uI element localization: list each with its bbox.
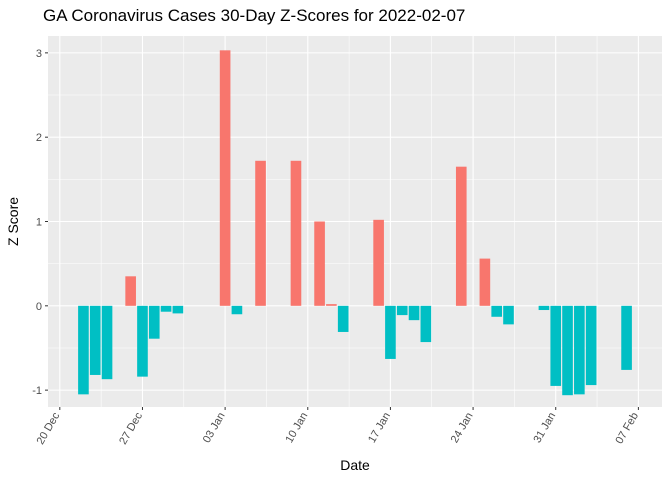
- bar: [550, 305, 562, 386]
- y-axis-title: Z Score: [5, 197, 21, 246]
- bar: [137, 305, 148, 377]
- bar: [78, 305, 89, 395]
- bar: [231, 305, 243, 315]
- bars: [78, 50, 632, 396]
- bar: [89, 305, 101, 375]
- bar: [562, 305, 573, 396]
- y-tick-label: 1: [36, 217, 42, 229]
- x-tick-label: 20 Dec: [35, 410, 63, 447]
- x-axis-title: Date: [340, 457, 370, 473]
- y-tick-label: 3: [36, 48, 42, 60]
- bar: [503, 305, 514, 325]
- bar: [420, 305, 432, 343]
- y-tick-label: 2: [36, 132, 42, 144]
- bar: [172, 305, 184, 314]
- bar: [290, 160, 302, 306]
- bar: [491, 305, 503, 317]
- bar: [148, 305, 160, 339]
- bar: [574, 305, 585, 395]
- bar: [396, 305, 408, 316]
- x-tick-label: 07 Feb: [613, 411, 641, 447]
- x-tick-label: 10 Jan: [283, 411, 310, 446]
- chart-title: GA Coronavirus Cases 30-Day Z-Scores for…: [43, 6, 466, 25]
- bar: [219, 50, 231, 306]
- bar: [385, 305, 396, 359]
- x-tick-label: 24 Jan: [449, 411, 476, 446]
- bar: [314, 221, 325, 306]
- bar: [337, 305, 349, 332]
- x-tick-label: 03 Jan: [201, 411, 228, 446]
- bar: [160, 305, 172, 312]
- bar: [125, 276, 136, 306]
- x-tick-label: 17 Jan: [366, 411, 393, 446]
- x-tick-label: 31 Jan: [531, 411, 558, 446]
- bar: [255, 160, 266, 306]
- bar: [408, 305, 420, 321]
- bar: [373, 219, 384, 306]
- bar: [479, 258, 491, 306]
- x-tick-label: 27 Dec: [117, 410, 145, 447]
- bar: [621, 305, 632, 370]
- bar: [585, 305, 597, 386]
- bar: [455, 166, 467, 306]
- bar: [538, 305, 550, 311]
- y-tick-label: 0: [36, 301, 42, 313]
- bar: [101, 305, 113, 380]
- y-tick-label: -1: [32, 385, 42, 397]
- bar: [326, 304, 337, 306]
